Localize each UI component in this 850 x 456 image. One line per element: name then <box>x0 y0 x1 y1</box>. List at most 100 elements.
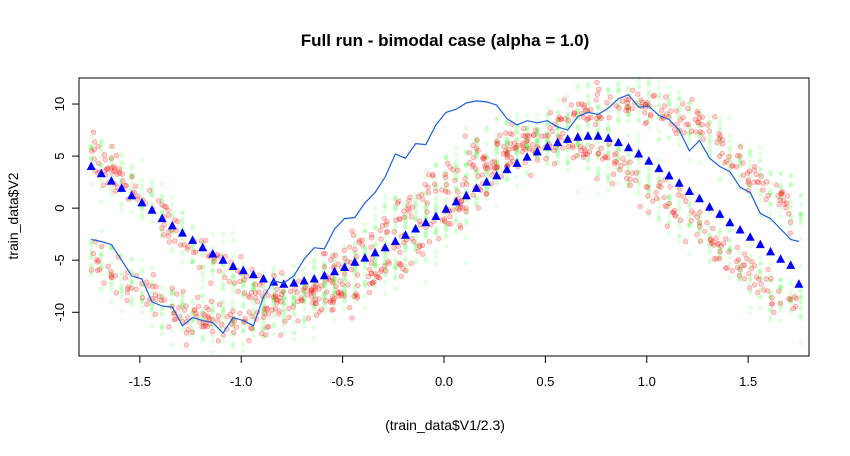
sampled-point <box>210 325 216 330</box>
observed-point <box>530 147 536 154</box>
sampled-point <box>605 150 611 155</box>
sampled-point <box>210 232 216 238</box>
observed-point <box>316 296 322 302</box>
observed-point <box>323 298 329 304</box>
sampled-point <box>595 127 601 133</box>
sampled-point <box>453 186 459 191</box>
sampled-point <box>565 148 571 154</box>
sampled-point <box>149 323 155 329</box>
sampled-point <box>453 205 459 211</box>
sampled-point <box>616 111 621 117</box>
sampled-point <box>342 290 347 296</box>
observed-point <box>570 144 576 151</box>
observed-point <box>507 160 513 166</box>
observed-point <box>419 242 426 249</box>
observed-point <box>407 194 413 201</box>
mean-triangle <box>350 257 360 266</box>
sampled-point <box>382 223 388 229</box>
sampled-point <box>616 85 621 91</box>
sampled-point <box>514 124 520 129</box>
observed-point <box>545 133 551 139</box>
sampled-point <box>646 93 652 99</box>
observed-point <box>458 198 465 204</box>
observed-point <box>509 131 515 138</box>
sampled-point <box>605 171 611 177</box>
observed-point <box>191 308 198 314</box>
observed-point <box>177 242 184 248</box>
sampled-point <box>149 282 155 288</box>
observed-point <box>586 149 593 155</box>
sampled-point <box>423 258 429 264</box>
sampled-point <box>697 219 702 224</box>
sampled-point <box>788 181 794 187</box>
sampled-point <box>119 271 124 276</box>
sampled-point <box>220 269 226 275</box>
observed-point <box>697 209 703 215</box>
sampled-point <box>210 339 216 345</box>
observed-point <box>237 278 243 284</box>
observed-point <box>174 291 180 297</box>
sampled-point <box>788 202 794 208</box>
sampled-point <box>271 294 277 300</box>
sampled-point <box>322 308 327 314</box>
sampled-point <box>119 285 124 291</box>
observed-point <box>625 107 632 114</box>
sampled-point <box>656 102 662 108</box>
sampled-point <box>129 175 135 180</box>
sampled-point <box>109 163 114 169</box>
sampled-point <box>129 174 135 180</box>
mean-triangle <box>431 211 441 220</box>
observed-point <box>776 288 782 294</box>
sampled-point <box>159 324 165 329</box>
observed-point <box>443 182 449 188</box>
sampled-point <box>798 313 804 319</box>
sampled-point <box>474 195 479 201</box>
observed-point <box>330 253 336 259</box>
sampled-point <box>129 209 135 215</box>
observed-point <box>584 151 590 158</box>
sampled-point <box>565 129 571 135</box>
sampled-point <box>585 101 591 106</box>
sampled-point <box>382 253 388 259</box>
sampled-point <box>169 212 175 218</box>
sampled-point <box>413 258 418 263</box>
sampled-point <box>301 291 307 296</box>
sampled-point <box>524 144 530 149</box>
sampled-point <box>727 152 733 157</box>
sampled-point <box>484 186 489 192</box>
sampled-point <box>392 229 398 235</box>
sampled-point <box>737 173 743 179</box>
sampled-point <box>230 299 236 305</box>
observed-point <box>98 243 105 250</box>
observed-point <box>208 280 214 286</box>
observed-point <box>489 159 495 165</box>
sampled-point <box>149 308 155 314</box>
sampled-point <box>778 194 783 200</box>
sampled-point <box>494 167 500 173</box>
sampled-point <box>778 185 783 191</box>
sampled-point <box>403 220 408 226</box>
observed-point <box>328 297 334 304</box>
observed-point <box>391 229 397 235</box>
sampled-point <box>504 151 510 157</box>
sampled-point <box>656 91 662 96</box>
sampled-point <box>697 218 702 223</box>
sampled-point <box>403 244 408 250</box>
observed-point <box>746 181 752 188</box>
sampled-point <box>200 337 206 342</box>
sampled-point <box>109 287 114 293</box>
observed-point <box>133 286 139 292</box>
sampled-point <box>271 331 277 337</box>
sampled-point <box>392 196 398 202</box>
sampled-point <box>281 300 287 306</box>
sampled-point <box>230 281 236 287</box>
sampled-point <box>595 152 601 158</box>
mean-triangle <box>299 276 309 285</box>
observed-point <box>473 166 479 172</box>
observed-point <box>754 179 760 185</box>
sampled-point <box>372 260 378 266</box>
sampled-point <box>788 198 794 204</box>
observed-point <box>492 164 498 170</box>
sampled-point <box>281 330 287 336</box>
observed-point <box>672 212 678 218</box>
